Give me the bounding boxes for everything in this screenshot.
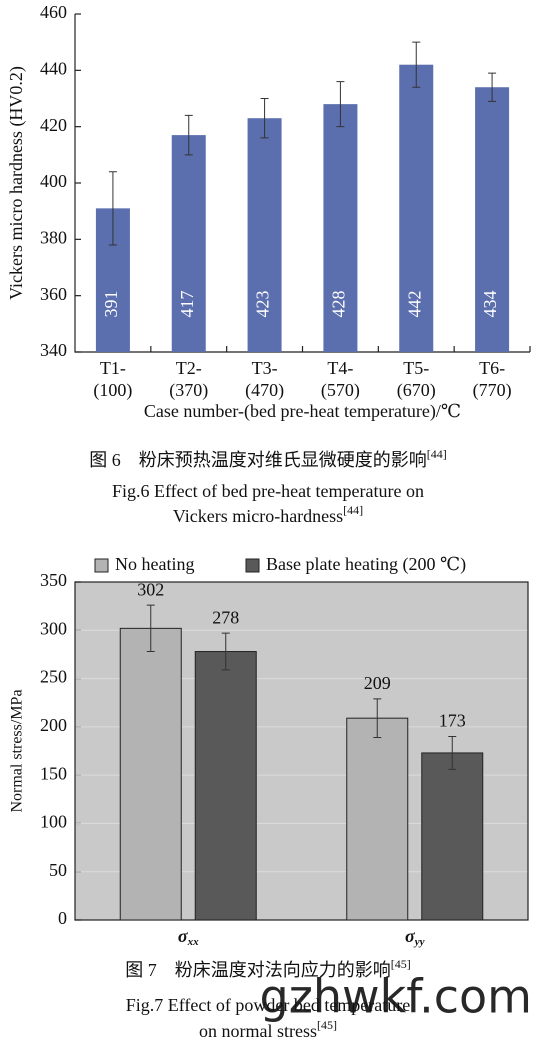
value-label: 423	[253, 291, 273, 318]
bar	[119, 627, 182, 921]
bar	[475, 87, 510, 352]
bar	[247, 118, 282, 352]
caption-en: Vickers micro-hardness[44]	[173, 503, 363, 526]
x-tick-label: T1-(100)	[93, 358, 132, 401]
bar	[346, 717, 409, 921]
axes	[74, 14, 530, 353]
value-label: 428	[329, 291, 349, 318]
error-bar	[260, 98, 269, 139]
caption-en-text: Vickers micro-hardness	[173, 506, 343, 526]
x-tick-label: T3-(470)	[245, 358, 284, 401]
error-bar	[184, 114, 193, 156]
x-tick-label: T6-(770)	[473, 358, 512, 401]
caption-cn: 图 7 粉床温度对法向应力的影响[45]	[125, 957, 411, 980]
error-bar	[146, 604, 155, 653]
value-label: 209	[364, 673, 391, 693]
y-tick-label: 250	[40, 667, 67, 687]
y-tick-label: 460	[40, 2, 67, 22]
x-axis-label: Case number-(bed pre-heat temperature)/℃	[144, 401, 461, 422]
y-axis-label: Vickers micro hardness (HV0.2)	[6, 66, 27, 300]
y-axis-label: Normal stress/MPa	[9, 689, 26, 812]
error-bar	[488, 72, 497, 102]
error-bar	[373, 698, 382, 738]
y-tick-label: 150	[40, 763, 67, 783]
value-label: 391	[101, 291, 121, 318]
y-tick-label: 440	[40, 58, 67, 78]
value-label: 173	[439, 711, 466, 731]
caption-en-text: on normal stress	[199, 1021, 317, 1041]
error-bar	[336, 81, 345, 128]
y-tick-label: 380	[40, 227, 67, 247]
bar	[171, 135, 206, 352]
value-label: 302	[137, 579, 164, 599]
y-tick-label: 360	[40, 284, 67, 304]
x-tick-label: T5-(670)	[397, 358, 436, 401]
error-bar	[108, 171, 117, 246]
caption-cn: 图 6 粉床预热温度对维氏显微硬度的影响[44]	[89, 447, 447, 470]
legend-swatch	[245, 558, 260, 573]
caption-en-text: Fig.7 Effect of powder bed temperature	[126, 995, 411, 1015]
caption-ref: [44]	[343, 503, 363, 517]
legend-label: No heating	[115, 554, 194, 574]
y-tick-label: 340	[40, 340, 67, 360]
caption-ref: [45]	[317, 1018, 337, 1032]
caption-en-text: Fig.6 Effect of bed pre-heat temperature…	[112, 481, 424, 501]
x-tick-label: T4-(570)	[321, 358, 360, 401]
caption-en: Fig.6 Effect of bed pre-heat temperature…	[112, 481, 424, 501]
value-label: 417	[177, 291, 197, 318]
y-tick-label: 420	[40, 115, 67, 135]
bar	[323, 104, 358, 352]
watermark: gzhwkf.com	[260, 970, 532, 1024]
x-tick-label: σyy	[405, 926, 425, 947]
y-tick-label: 200	[40, 715, 67, 735]
bar	[194, 651, 257, 921]
legend-swatch	[94, 558, 109, 573]
plot-border	[74, 581, 529, 921]
y-tick-label: 300	[40, 618, 67, 638]
y-tick-label: 350	[40, 570, 67, 590]
value-label: 434	[480, 291, 500, 318]
bar	[421, 752, 484, 921]
error-bar	[448, 736, 457, 770]
caption-ref: [44]	[427, 447, 447, 461]
x-tick-label: σxx	[178, 926, 199, 947]
caption-ref: [45]	[391, 957, 411, 971]
legend-label: Base plate heating (200 ℃)	[266, 554, 466, 575]
y-tick-label: 400	[40, 171, 67, 191]
error-bar	[412, 41, 421, 88]
caption-en: Fig.7 Effect of powder bed temperature	[126, 995, 411, 1015]
caption-cn-text: 图 7 粉床温度对法向应力的影响	[125, 960, 391, 980]
bar	[399, 64, 434, 352]
y-tick-label: 100	[40, 812, 67, 832]
caption-cn-text: 图 6 粉床预热温度对维氏显微硬度的影响	[89, 450, 427, 470]
y-tick-label: 50	[49, 860, 67, 880]
x-tick-label: T2-(370)	[169, 358, 208, 401]
error-bar	[221, 632, 230, 671]
value-label: 278	[212, 607, 239, 627]
value-label: 442	[404, 291, 424, 318]
y-tick-label: 0	[58, 908, 67, 928]
caption-en: on normal stress[45]	[199, 1018, 337, 1041]
